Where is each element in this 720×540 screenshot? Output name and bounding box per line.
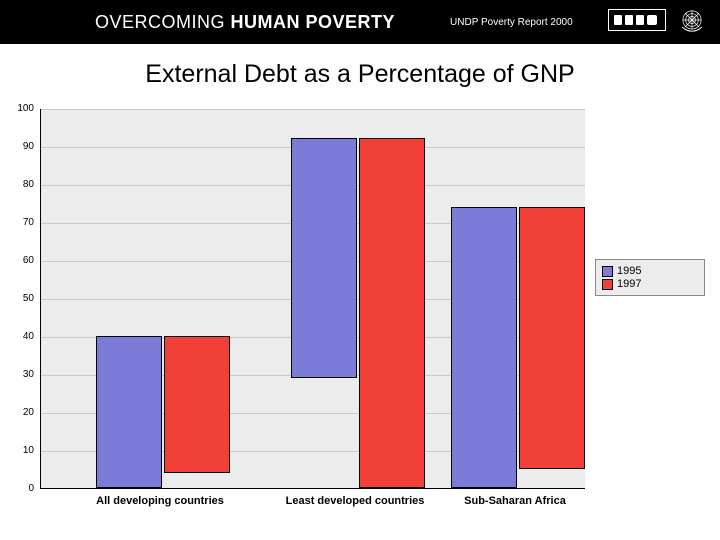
y-tick-label: 90 bbox=[8, 141, 34, 152]
y-tick-label: 50 bbox=[8, 293, 34, 304]
header-subtitle: UNDP Poverty Report 2000 bbox=[450, 17, 573, 28]
un-emblem-icon bbox=[678, 6, 706, 34]
y-axis: 0102030405060708090100 bbox=[8, 109, 36, 489]
legend-label: 1995 bbox=[617, 265, 641, 277]
undp-logo-icon bbox=[608, 9, 666, 31]
plot-area bbox=[40, 109, 585, 489]
y-tick-label: 30 bbox=[8, 369, 34, 380]
y-tick-label: 100 bbox=[8, 103, 34, 114]
bar-chart: 0102030405060708090100 All developing co… bbox=[0, 109, 720, 529]
bar-group bbox=[450, 207, 586, 488]
title-light: OVERCOMING bbox=[95, 12, 231, 32]
gridline bbox=[41, 109, 585, 110]
header-logos bbox=[608, 6, 706, 34]
title-bold: HUMAN POVERTY bbox=[231, 12, 396, 32]
chart-title: External Debt as a Percentage of GNP bbox=[0, 60, 720, 89]
x-axis-label: Least developed countries bbox=[286, 495, 425, 507]
legend-label: 1997 bbox=[617, 278, 641, 290]
bar bbox=[291, 138, 357, 377]
legend-swatch-icon bbox=[602, 266, 613, 277]
bar bbox=[96, 336, 162, 488]
y-tick-label: 40 bbox=[8, 331, 34, 342]
y-tick-label: 0 bbox=[8, 483, 34, 494]
legend-item: 1997 bbox=[602, 278, 698, 290]
header-bar: OVERCOMING HUMAN POVERTY UNDP Poverty Re… bbox=[0, 0, 720, 44]
x-axis-label: All developing countries bbox=[96, 495, 224, 507]
y-tick-label: 80 bbox=[8, 179, 34, 190]
bar bbox=[359, 138, 425, 488]
bar bbox=[164, 336, 230, 473]
bar-group bbox=[95, 336, 231, 488]
legend-item: 1995 bbox=[602, 265, 698, 277]
x-axis-label: Sub-Saharan Africa bbox=[464, 495, 566, 507]
header-title: OVERCOMING HUMAN POVERTY bbox=[95, 12, 395, 33]
legend-swatch-icon bbox=[602, 279, 613, 290]
bar bbox=[451, 207, 517, 488]
x-axis-labels: All developing countries Least developed … bbox=[40, 491, 585, 515]
y-tick-label: 60 bbox=[8, 255, 34, 266]
bar-group bbox=[290, 138, 426, 488]
legend: 19951997 bbox=[595, 259, 705, 296]
y-tick-label: 10 bbox=[8, 445, 34, 456]
y-tick-label: 70 bbox=[8, 217, 34, 228]
bar bbox=[519, 207, 585, 469]
y-tick-label: 20 bbox=[8, 407, 34, 418]
